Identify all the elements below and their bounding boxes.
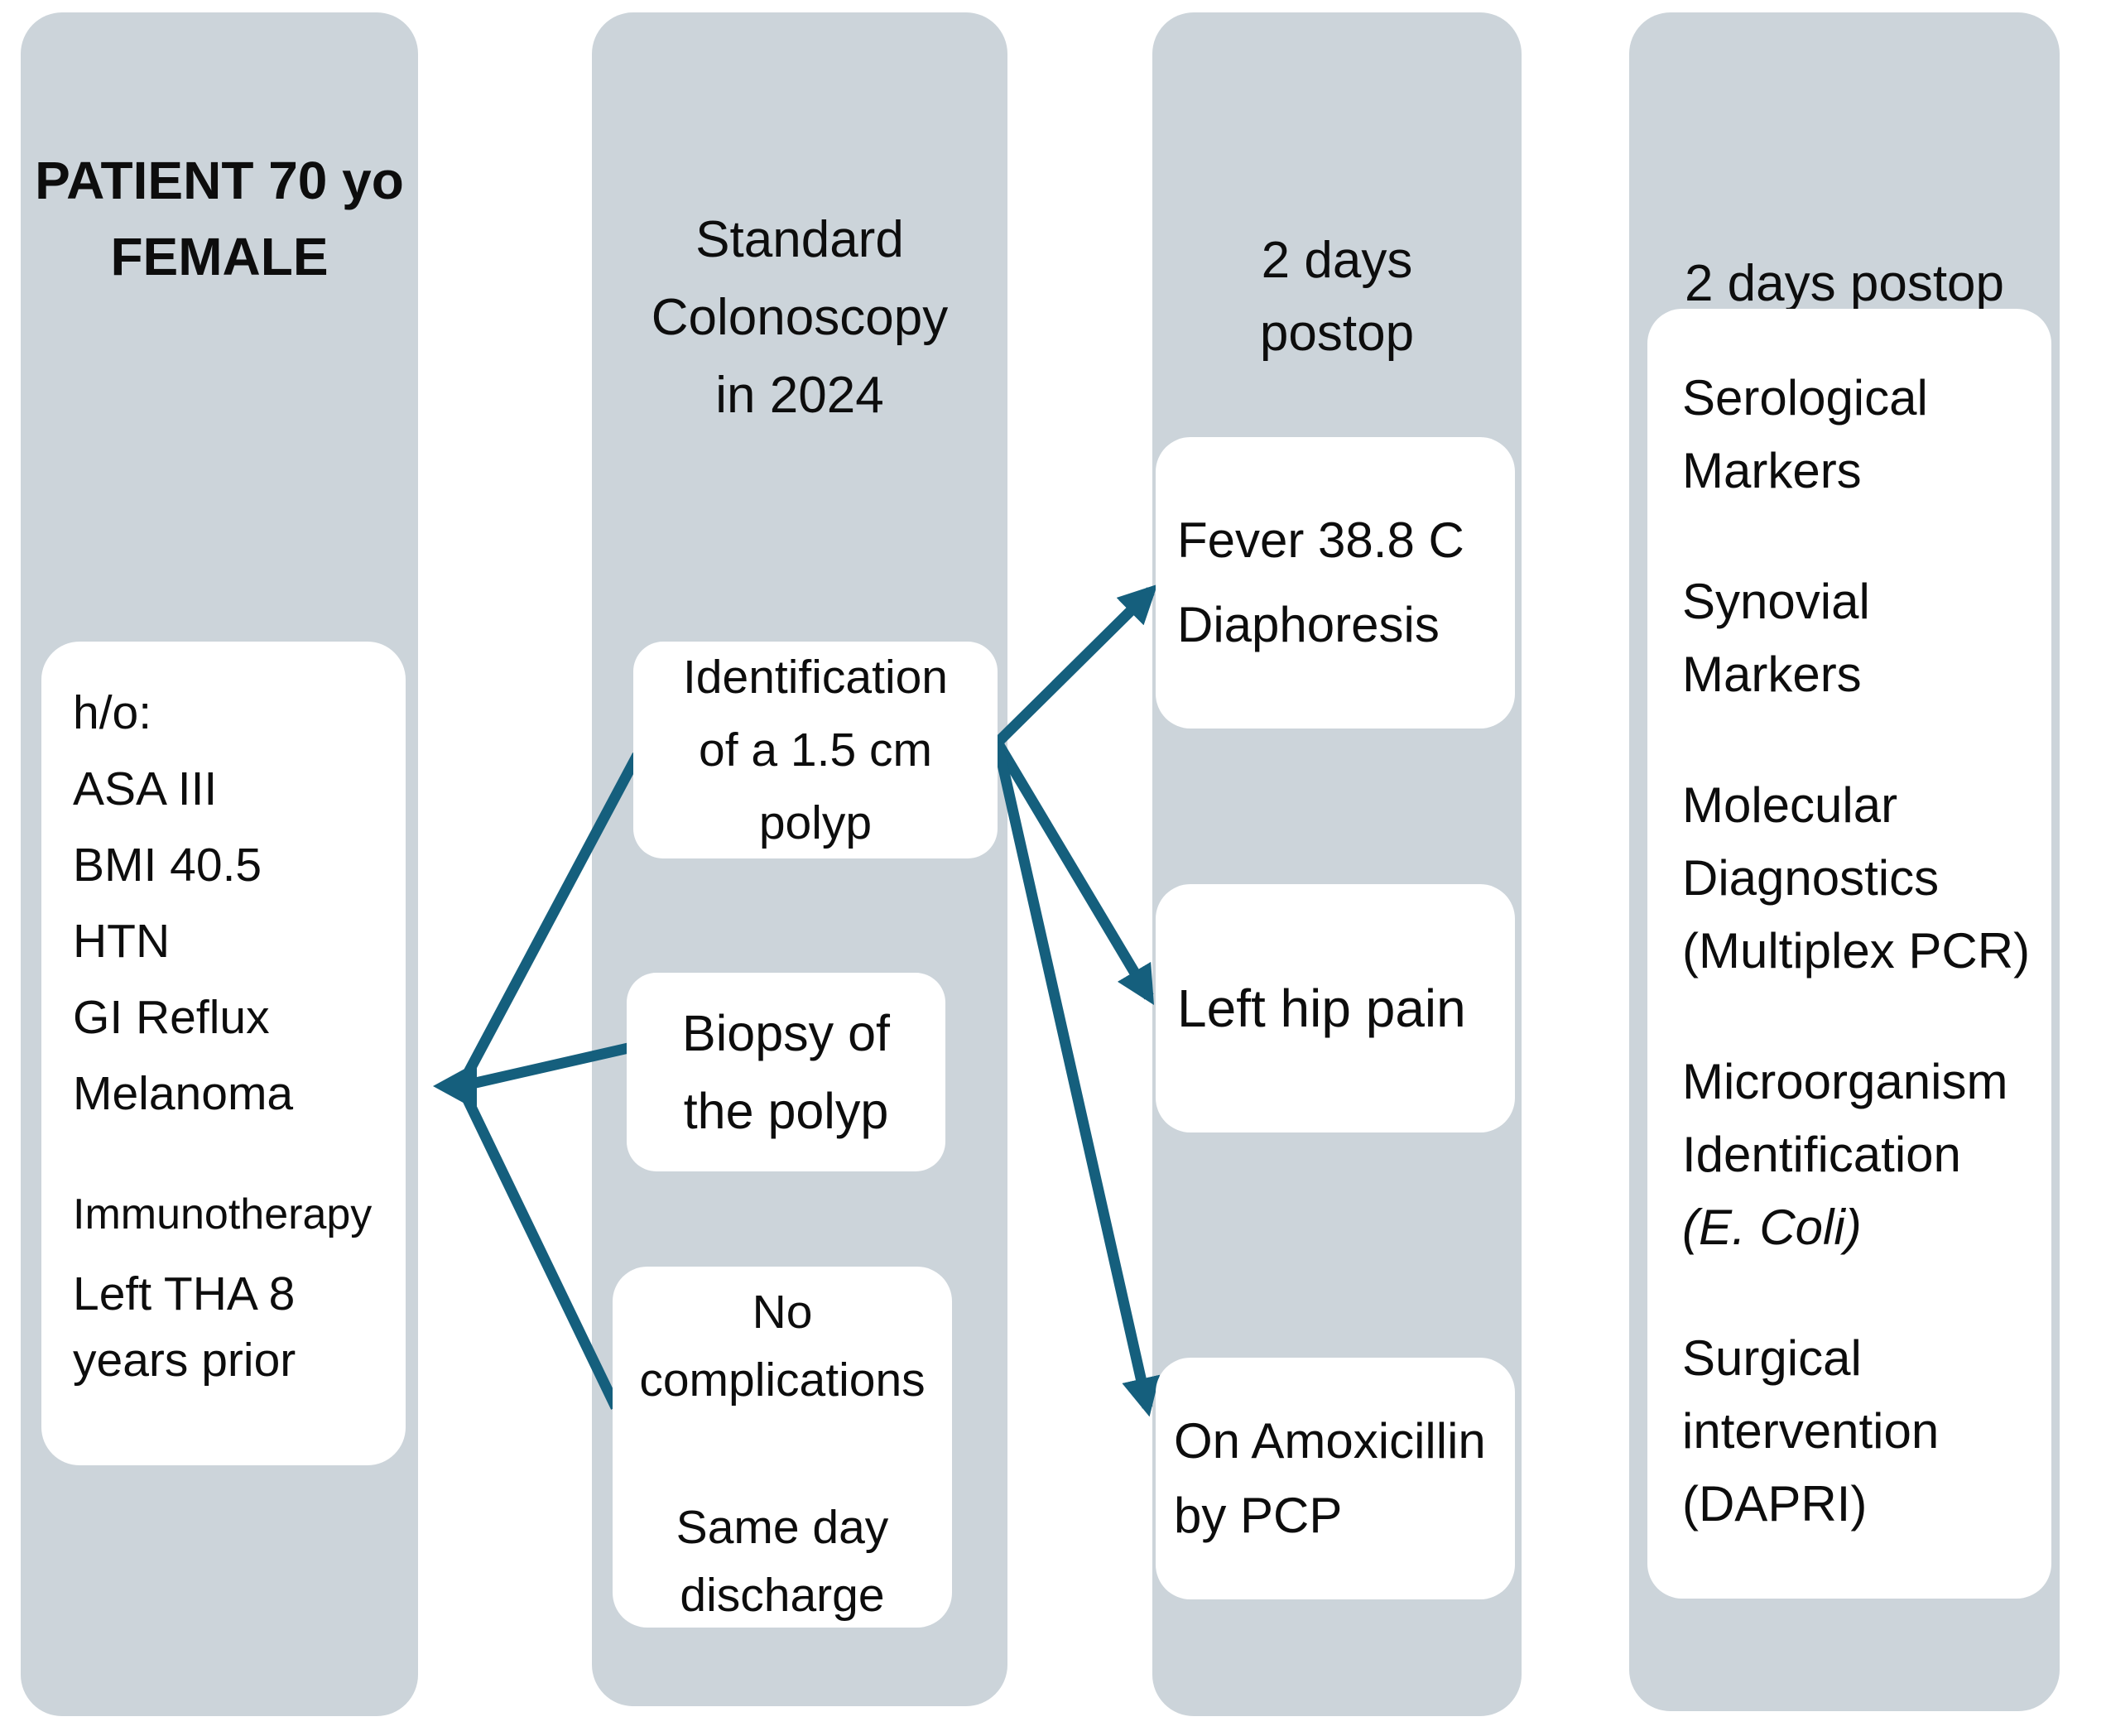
workup-line: Molecular [1682, 777, 1898, 833]
left-arrowhead-icon [433, 1062, 477, 1110]
fever-line: Diaphoresis [1177, 597, 1440, 652]
postop-symptoms-header-line: 2 days [1261, 232, 1413, 289]
postop-workup-header: 2 days postop [1629, 248, 2060, 320]
history-item: h/o: [73, 686, 152, 739]
workup-line: Serological [1682, 370, 1928, 426]
workup-paragraph: Synovial Markers [1682, 565, 2038, 711]
history-box: h/o: ASA III BMI 40.5 HTN GI Reflux Mela… [41, 642, 406, 1465]
colonoscopy-header-line: in 2024 [715, 367, 884, 424]
workup-box: Serological Markers Synovial Markers Mol… [1647, 309, 2051, 1599]
identification-line: Identification [682, 651, 949, 704]
workup-line: Markers [1682, 443, 1862, 498]
patient-header: PATIENT 70 yo FEMALE [21, 142, 418, 295]
workup-paragraph: Surgical intervention (DAPRI) [1682, 1322, 2038, 1541]
history-item: ASA III [73, 762, 218, 815]
antibiotic-line: On Amoxicillin [1174, 1413, 1486, 1469]
identification-line: of a 1.5 cm [699, 724, 932, 777]
biopsy-line: Biopsy of [682, 1005, 890, 1061]
workup-line: Microorganism [1682, 1054, 2008, 1109]
connector-identification-to-hip-pain [993, 739, 1154, 1006]
workup-line: (DAPRI) [1682, 1476, 1868, 1532]
outcome-no-complications: No complications [639, 1278, 925, 1414]
antibiotic-box: On Amoxicillin by PCP [1156, 1358, 1515, 1599]
biopsy-line: the polyp [683, 1083, 889, 1139]
outcome-line: discharge [680, 1569, 885, 1622]
colonoscopy-header: Standard Colonoscopy in 2024 [592, 201, 1007, 435]
workup-line: Identification [1682, 1127, 1961, 1182]
history-item: HTN [73, 915, 171, 968]
outcome-line: complications [639, 1354, 926, 1407]
connector-identification-to-antibiotic [992, 741, 1161, 1417]
workup-line: intervention [1682, 1403, 1940, 1459]
workup-line: Diagnostics [1682, 850, 1940, 906]
history-item: Left THA 8 years prior [73, 1267, 296, 1387]
patient-header-line: PATIENT 70 yo [35, 151, 404, 210]
workup-line: Surgical [1682, 1330, 1862, 1386]
hip-pain-line: Left hip pain [1177, 979, 1466, 1038]
patient-header-line: FEMALE [110, 227, 329, 286]
identification-box: Identification of a 1.5 cm polyp [633, 642, 998, 858]
connector-identification-to-fever [993, 584, 1158, 747]
workup-line: (E. Coli) [1682, 1200, 1862, 1255]
outcome-box: No complications Same day discharge [613, 1267, 952, 1628]
fever-line: Fever 38.8 C [1177, 512, 1464, 568]
history-item: Melanoma [73, 1067, 294, 1120]
workup-line: (Multiplex PCR) [1682, 923, 2031, 979]
colonoscopy-header-line: Standard [695, 211, 904, 268]
outcome-same-day-discharge: Same day discharge [676, 1493, 889, 1629]
postop-symptoms-header: 2 days postop [1152, 224, 1522, 370]
outcome-line: No [752, 1286, 813, 1339]
workup-paragraph: Microorganism Identification (E. Coli) [1682, 1046, 2038, 1264]
hip-pain-box: Left hip pain [1156, 884, 1515, 1132]
history-item: BMI 40.5 [73, 839, 262, 892]
antibiotic-line: by PCP [1174, 1488, 1343, 1543]
outcome-line: Same day [676, 1501, 889, 1554]
postop-symptoms-header-line: postop [1259, 305, 1415, 362]
workup-line: Synovial [1682, 574, 1870, 629]
colonoscopy-header-line: Colonoscopy [651, 289, 949, 346]
fever-box: Fever 38.8 C Diaphoresis [1156, 437, 1515, 729]
history-item: GI Reflux [73, 991, 270, 1044]
postop-workup-header-line: 2 days postop [1684, 255, 2005, 312]
biopsy-box: Biopsy of the polyp [627, 973, 945, 1171]
workup-paragraph: Molecular Diagnostics (Multiplex PCR) [1682, 769, 2038, 988]
workup-line: Markers [1682, 647, 1862, 702]
workup-paragraph: Serological Markers [1682, 362, 2038, 507]
identification-line: polyp [758, 796, 873, 849]
history-item: Immunotherapy [73, 1190, 373, 1238]
